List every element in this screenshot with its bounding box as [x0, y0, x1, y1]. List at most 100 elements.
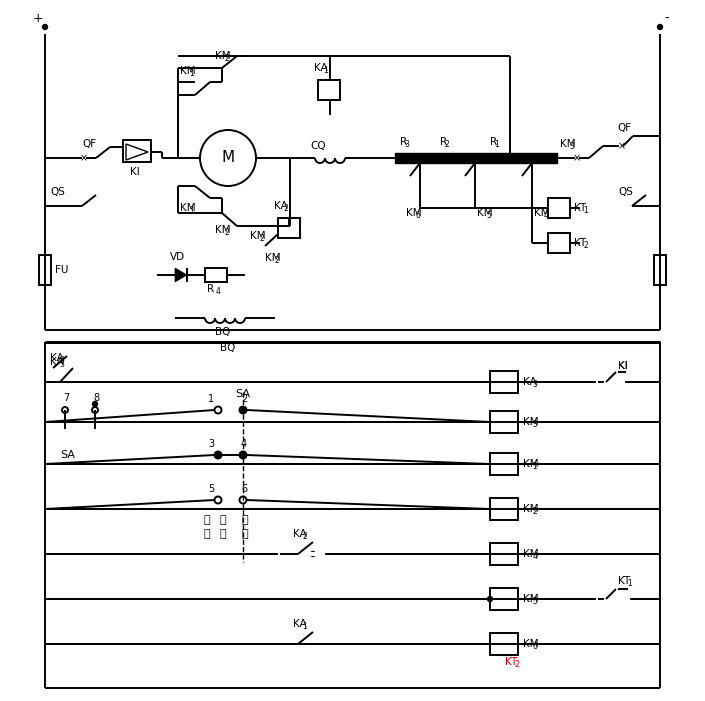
Text: 2: 2: [515, 660, 519, 669]
Text: KA: KA: [314, 63, 328, 73]
Text: 1: 1: [495, 140, 499, 149]
Text: SA: SA: [60, 450, 75, 460]
Text: 1: 1: [302, 622, 307, 631]
Text: QF: QF: [617, 123, 631, 133]
Text: 2: 2: [274, 256, 279, 265]
Text: KA: KA: [523, 377, 537, 387]
Text: R: R: [400, 137, 407, 147]
Text: 2: 2: [283, 204, 288, 213]
Text: 1: 1: [208, 394, 214, 404]
Text: 反: 反: [204, 515, 211, 525]
Bar: [490, 543, 518, 565]
Text: FU: FU: [55, 265, 68, 275]
Text: 2: 2: [241, 394, 247, 404]
Text: KM: KM: [215, 51, 231, 61]
Text: 6: 6: [241, 484, 247, 494]
Bar: [490, 453, 518, 475]
Text: 5: 5: [532, 597, 537, 606]
Text: 2: 2: [583, 241, 588, 250]
Text: BQ: BQ: [220, 343, 235, 353]
Text: KA: KA: [293, 529, 307, 539]
Text: 转: 转: [241, 529, 247, 539]
Text: ×: ×: [618, 141, 626, 151]
Text: KM: KM: [523, 639, 539, 649]
Bar: [395, 153, 557, 163]
Text: R: R: [490, 137, 497, 147]
Bar: [548, 198, 570, 218]
Text: KM: KM: [406, 208, 422, 218]
Text: ×: ×: [573, 153, 581, 163]
Text: KA: KA: [50, 357, 63, 367]
Text: 3: 3: [532, 380, 537, 389]
Bar: [278, 218, 300, 238]
Text: R: R: [440, 137, 447, 147]
Bar: [123, 140, 151, 162]
Text: 3: 3: [59, 356, 64, 365]
Text: KM: KM: [523, 504, 539, 514]
Text: KM: KM: [523, 549, 539, 559]
Polygon shape: [175, 268, 187, 282]
Text: KM: KM: [250, 231, 266, 241]
Circle shape: [658, 25, 663, 29]
Circle shape: [42, 25, 47, 29]
Text: KT: KT: [574, 238, 587, 248]
Text: KT: KT: [505, 657, 517, 667]
Text: 7: 7: [63, 393, 69, 403]
Text: QF: QF: [82, 139, 96, 149]
Text: ×: ×: [80, 153, 88, 163]
Text: KM: KM: [560, 139, 575, 149]
Circle shape: [240, 407, 246, 413]
Text: 6: 6: [415, 211, 420, 220]
Text: 2: 2: [302, 532, 307, 541]
Circle shape: [92, 402, 97, 407]
Bar: [490, 498, 518, 520]
Text: -: -: [664, 11, 668, 25]
Text: KT: KT: [618, 576, 630, 586]
Text: M: M: [221, 151, 235, 165]
Text: KM: KM: [180, 66, 195, 76]
Text: 3: 3: [532, 420, 537, 429]
Text: KA: KA: [293, 619, 307, 629]
Text: 4: 4: [532, 552, 537, 561]
Text: 1: 1: [627, 579, 632, 588]
Bar: [490, 411, 518, 433]
Text: KM: KM: [523, 594, 539, 604]
Bar: [654, 255, 666, 285]
Text: 转: 转: [204, 529, 211, 539]
Text: 4: 4: [241, 439, 247, 449]
Text: 3: 3: [59, 360, 64, 369]
Text: 4: 4: [544, 211, 548, 220]
Text: 3: 3: [570, 142, 574, 151]
Text: KA: KA: [274, 201, 288, 211]
Text: 1: 1: [324, 66, 328, 75]
Text: KM: KM: [265, 253, 281, 263]
Circle shape: [310, 552, 316, 557]
Text: 1: 1: [532, 462, 537, 471]
Text: 2: 2: [532, 507, 537, 516]
Text: QS: QS: [618, 187, 633, 197]
Bar: [318, 80, 340, 100]
Text: 1: 1: [583, 206, 588, 215]
Circle shape: [240, 452, 246, 458]
Text: CQ: CQ: [310, 141, 326, 151]
Bar: [205, 268, 227, 282]
Bar: [548, 233, 570, 253]
Text: 8: 8: [93, 393, 99, 403]
Bar: [39, 255, 51, 285]
Text: 2: 2: [224, 54, 229, 63]
Text: KM: KM: [523, 459, 539, 469]
Circle shape: [487, 597, 493, 601]
Text: R: R: [207, 284, 214, 294]
Bar: [490, 633, 518, 655]
Text: 2: 2: [445, 140, 449, 149]
Text: 3: 3: [208, 439, 214, 449]
Text: SA: SA: [235, 389, 250, 399]
Text: KM: KM: [523, 417, 539, 427]
Text: BQ: BQ: [215, 327, 231, 337]
Text: QS: QS: [50, 187, 65, 197]
Text: KM: KM: [477, 208, 493, 218]
Text: KI: KI: [130, 167, 140, 177]
Text: KT: KT: [574, 203, 587, 213]
Text: KM: KM: [215, 225, 231, 235]
Text: 5: 5: [486, 211, 491, 220]
